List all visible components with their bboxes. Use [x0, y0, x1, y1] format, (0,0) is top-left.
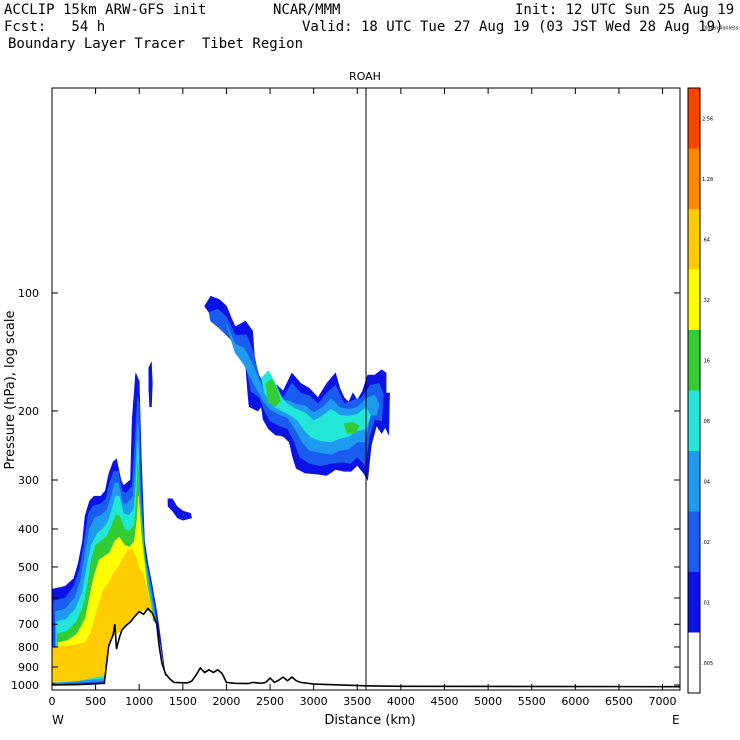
terrain-line: [51, 607, 681, 688]
x-tick-label: 2500: [256, 695, 284, 708]
colorbar-label: .02: [702, 540, 710, 546]
colorbar-swatch: [688, 209, 700, 270]
colorbar-label: .64: [702, 237, 710, 243]
colorbar-label: 1.28: [702, 177, 713, 183]
tracer-region-p01-2: [167, 498, 192, 521]
x-tick-label: 4500: [431, 695, 459, 708]
x-tick-label: 2000: [212, 695, 240, 708]
y-tick-label: 200: [18, 405, 39, 418]
colorbar-swatch: [688, 269, 700, 330]
tracer-region-p08-1: [260, 370, 371, 443]
colorbar-label: Dimensionless: [702, 26, 739, 32]
tracer-region-p16-2: [343, 422, 360, 434]
header-line2-left: Fcst: 54 h: [4, 19, 106, 35]
colorbar-label: 2.56: [702, 116, 713, 122]
chart-title: ROAH: [349, 70, 381, 83]
colorbar-swatch: [688, 632, 700, 693]
x-tick-label: 500: [85, 695, 106, 708]
header-line1-right: Init: 12 UTC Sun 25 Aug 19: [515, 2, 735, 18]
colorbar-swatch: [688, 572, 700, 633]
tracer-region-p64-0: [51, 548, 153, 683]
y-tick-label: 600: [18, 592, 39, 605]
colorbar-label: .04: [702, 479, 710, 485]
y-tick-label: 900: [18, 661, 39, 674]
x-tick-label: 5000: [474, 695, 502, 708]
colorbar-swatch: [688, 330, 700, 391]
x-tick-label: 0: [49, 695, 56, 708]
x-tick-label: 6500: [605, 695, 633, 708]
x-end-label-west: W: [52, 713, 64, 727]
colorbar-swatch: [688, 148, 700, 209]
x-axis-label: Distance (km): [324, 713, 415, 728]
colorbar-label: .32: [702, 298, 710, 304]
y-tick-label: 500: [18, 561, 39, 574]
axes-layer: 0 500 1000 1500 2000 2500 3000 3500 4000 4500 5000…: [11, 87, 681, 708]
colorbar-label: .08: [702, 419, 710, 425]
x-tick-label: 1000: [125, 695, 153, 708]
y-tick-label: 700: [18, 618, 39, 631]
colorbar-swatch: [688, 88, 700, 149]
tracer-fill-layer: [51, 295, 390, 685]
header-line1-mid: NCAR/MMM: [273, 2, 341, 18]
y-tick-label: 300: [18, 474, 39, 487]
colorbar-swatch: [688, 451, 700, 512]
x-end-label-east: E: [672, 713, 680, 727]
colorbar-label: .005: [702, 661, 713, 667]
y-tick-label: 400: [18, 523, 39, 536]
tracer-region-p01-1: [148, 361, 153, 408]
colorbar-label: .16: [702, 358, 710, 364]
y-tick-label: 100: [18, 287, 39, 300]
header-line1-left: ACCLIP 15km ARW-GFS init: [4, 2, 207, 18]
x-tick-label: 3500: [343, 695, 371, 708]
x-tick-label: 4000: [387, 695, 415, 708]
y-tick-label: 1000: [11, 679, 39, 692]
header-line2-right: Valid: 18 UTC Tue 27 Aug 19 (03 JST Wed …: [302, 19, 724, 35]
colorbar-swatch: [688, 511, 700, 572]
y-tick-label: 800: [18, 641, 39, 654]
x-tick-label: 1500: [169, 695, 197, 708]
x-tick-label: 3000: [300, 695, 328, 708]
colorbar: .005 .01 .02 .04 .08 .16 .32 .64 1.28 2.56 Dimensi…: [687, 26, 739, 694]
colorbar-swatch: [688, 390, 700, 451]
tracer-region-p16-1: [265, 378, 281, 408]
colorbar-label: .01: [702, 600, 710, 606]
terrain-layer: [51, 607, 681, 688]
header-line3-left: Boundary Layer Tracer Tibet Region: [8, 36, 304, 52]
x-tick-label: 5500: [518, 695, 546, 708]
colorbar-frame: [687, 87, 701, 694]
y-axis-label: Pressure (hPa), log scale: [3, 311, 18, 470]
x-tick-label: 7000: [649, 695, 677, 708]
x-tick-label: 6000: [561, 695, 589, 708]
